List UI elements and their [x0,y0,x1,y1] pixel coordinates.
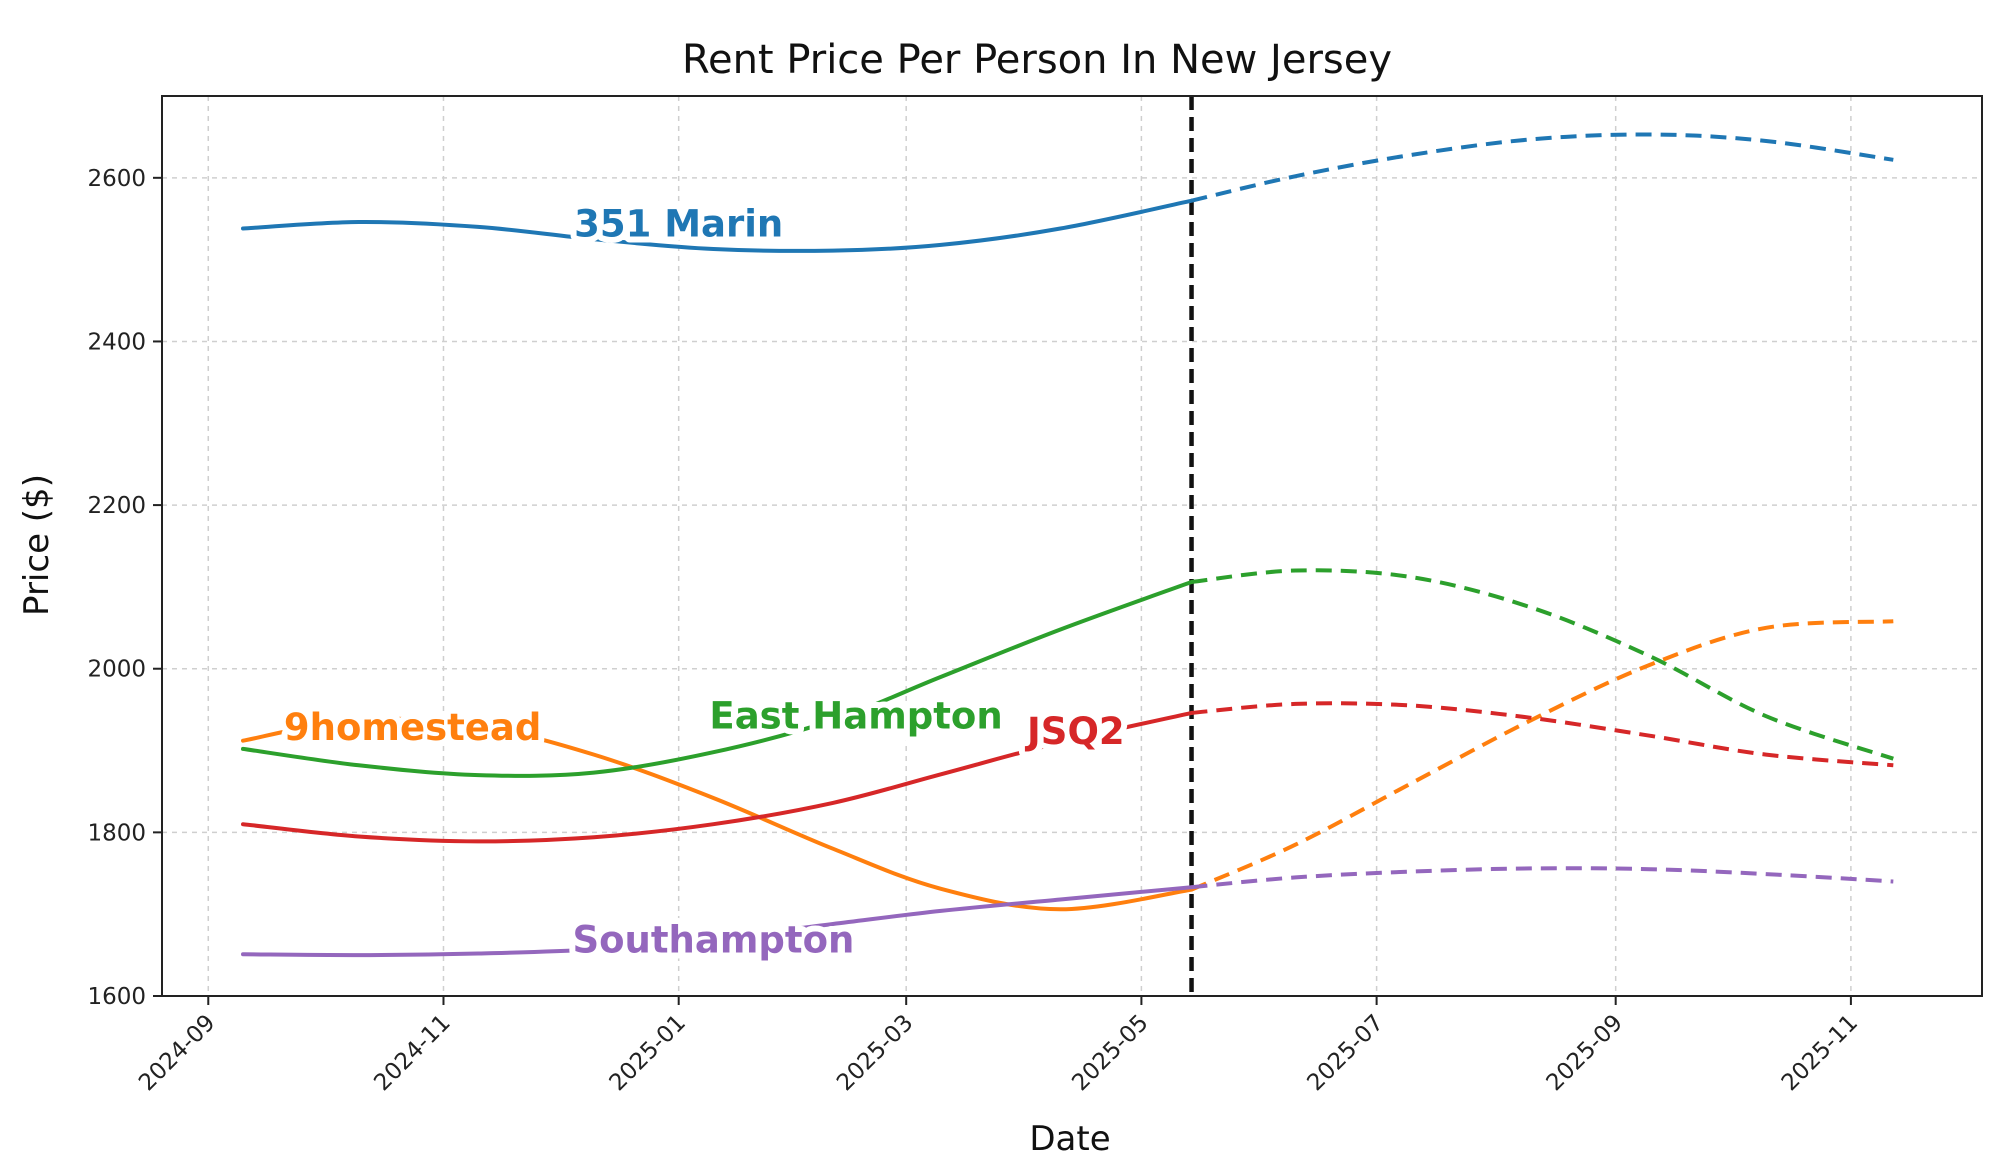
series-line-jsq2 [241,710,1194,844]
forecast-line-southampton [1191,866,1894,890]
y-tick-label: 2200 [87,493,146,519]
series-line-351-marin [241,198,1194,253]
forecast-line-east-hampton [1191,568,1894,761]
series-label-jsq2: JSQ2 [1024,710,1125,753]
series-label-southampton: Southampton [572,919,854,962]
x-tick-label: 2025-11 [1777,1010,1863,1096]
x-tick-label: 2025-03 [832,1010,918,1096]
grid [162,96,1982,997]
y-axis-title: Price ($) [17,474,57,616]
x-tick-label: 2025-05 [1067,1010,1153,1096]
chart-title: Rent Price Per Person In New Jersey [682,37,1392,83]
y-tick-label: 2000 [87,657,146,683]
series-line-9homestead [241,716,1194,912]
x-tick-label: 2024-11 [369,1010,455,1096]
x-axis-title: Date [1029,1119,1110,1159]
forecast-line-351-marin [1191,132,1894,203]
series-lines [241,132,1894,958]
forecast-line-jsq2 [1191,701,1894,768]
series-label-351-marin: 351 Marin [574,203,783,246]
series-line-east-hampton [241,580,1194,778]
plot-frame [161,95,1983,997]
y-tick-label: 1800 [87,820,146,846]
series-labels: 351 Marin 9homestead East Hampton JSQ2 South… [278,197,1131,968]
x-tick-label: 2025-07 [1303,1010,1389,1096]
series-line-southampton [241,885,1194,958]
y-tick-label: 2600 [87,166,146,192]
y-tick-label: 2400 [87,329,146,355]
series-label-east-hampton: East Hampton [709,694,1002,737]
x-tick-label: 2025-09 [1542,1010,1628,1096]
series-label-9homestead: 9homestead [284,706,541,749]
forecast-line-9homestead [1190,619,1894,892]
x-tick-label: 2025-01 [605,1010,691,1096]
x-tick-label: 2024-09 [134,1010,220,1096]
y-tick-label: 1600 [87,984,146,1010]
